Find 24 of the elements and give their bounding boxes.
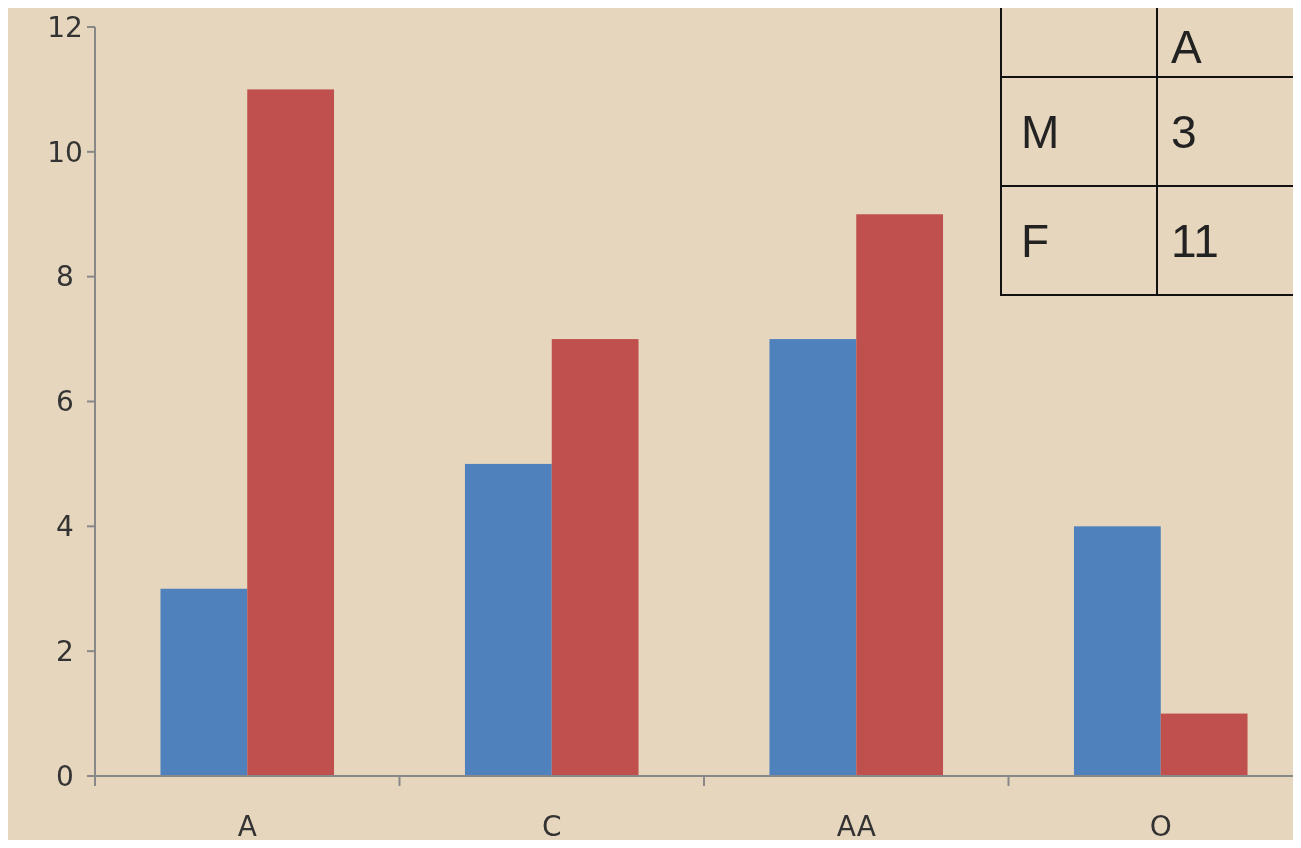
bar — [551, 339, 639, 776]
annotation: 11 — [1171, 214, 1219, 267]
y-tick-label: 8 — [56, 260, 74, 294]
annotation: M — [1021, 105, 1060, 158]
bar — [247, 89, 335, 776]
y-tick-label: 4 — [56, 510, 74, 544]
annotation: 3 — [1171, 105, 1197, 158]
annotation: A — [1171, 21, 1202, 73]
bar — [769, 339, 857, 776]
bar — [160, 588, 248, 776]
x-tick-label: C — [541, 810, 562, 843]
bar — [464, 463, 552, 776]
bar — [856, 214, 944, 776]
annotation: F — [1021, 214, 1050, 267]
y-tick-label: 2 — [56, 634, 74, 668]
x-tick-label: O — [1149, 810, 1172, 843]
y-tick-label: 12 — [47, 10, 83, 44]
y-tick-label: 6 — [56, 385, 74, 419]
x-tick-label: A — [237, 810, 257, 843]
x-tick-label: AA — [836, 810, 876, 843]
bar — [1160, 713, 1248, 776]
y-tick-label: 10 — [47, 135, 83, 169]
y-tick-label: 0 — [56, 759, 74, 793]
bar — [1073, 526, 1161, 776]
